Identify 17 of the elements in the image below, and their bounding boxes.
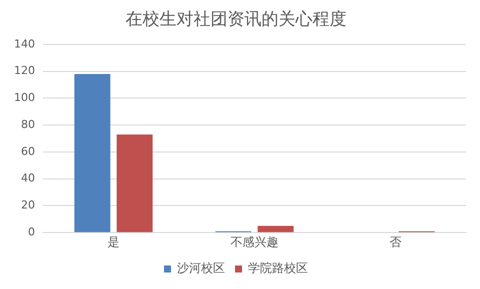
x-tick-label: 是 — [107, 234, 120, 249]
y-tick-label: 0 — [28, 225, 35, 238]
legend-label: 学院路校区 — [248, 261, 308, 276]
y-tick-label: 140 — [14, 37, 35, 50]
y-tick-label: 40 — [20, 172, 35, 185]
y-tick-label: 20 — [20, 198, 35, 212]
legend-label: 沙河校区 — [177, 261, 225, 276]
x-tick-label: 不感兴趣 — [230, 234, 278, 249]
y-tick-label: 100 — [14, 91, 35, 104]
bar — [116, 134, 153, 232]
bar — [258, 226, 294, 232]
y-tick-label: 120 — [14, 64, 35, 78]
y-tick-label: 80 — [20, 118, 35, 131]
y-tick-label: 60 — [20, 144, 35, 158]
x-tick-label: 否 — [390, 234, 402, 249]
chart-title: 在校生对社团资讯的关心程度 — [126, 10, 346, 30]
bar — [74, 74, 110, 232]
